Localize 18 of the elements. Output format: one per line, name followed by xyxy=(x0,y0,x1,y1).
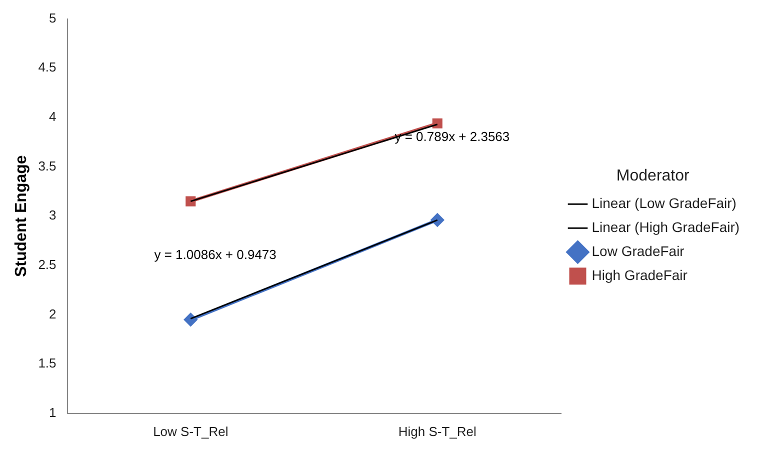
x-tick-label: High S-T_Rel xyxy=(398,424,476,439)
y-tick-label: 3.5 xyxy=(38,158,56,174)
annotation: y = 1.0086x + 0.9473 xyxy=(154,247,276,262)
x-tick-label: Low S-T_Rel xyxy=(153,424,228,439)
y-tick-label: 1.5 xyxy=(38,356,56,371)
y-tick-label: 4 xyxy=(49,109,56,124)
y-tick-label: 2 xyxy=(49,306,56,322)
legend-label: High GradeFair xyxy=(592,266,688,283)
y-tick-label: 1 xyxy=(49,404,56,420)
legend-title: Moderator xyxy=(616,167,690,184)
legend-label: Low GradeFair xyxy=(592,242,685,259)
y-tick-label: 4.5 xyxy=(38,60,56,75)
y-tick-label: 2.5 xyxy=(38,257,56,272)
y-axis-title: Student Engage xyxy=(13,155,30,277)
y-tick-label: 3 xyxy=(49,208,56,223)
y-tick-label: 5 xyxy=(49,10,56,26)
legend-label: Linear (Low GradeFair) xyxy=(592,194,736,211)
legend-label: Linear (High GradeFair) xyxy=(592,218,740,235)
